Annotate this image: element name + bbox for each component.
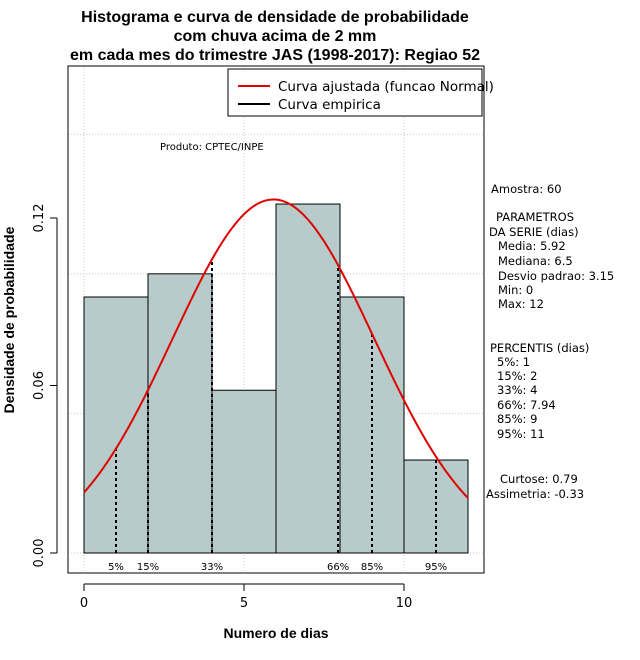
sample-size: Amostra: 60: [491, 182, 562, 196]
y-tick-label-1: 0.06: [32, 371, 47, 400]
legend: Curva ajustada (funcao Normal) Curva emp…: [227, 68, 494, 117]
histogram-bar-2: [147, 273, 213, 554]
param-min: Min: 0: [498, 283, 533, 297]
y-tick-label-0: 0.00: [32, 539, 47, 568]
percentil-85: 85%: 9: [497, 412, 537, 426]
percentil-5: 5%: 1: [497, 355, 530, 369]
percentile-lines: 5% 15% 33% 66% 85% 95%: [108, 259, 447, 573]
histogram-bar-6: [403, 459, 469, 554]
param-max: Max: 12: [498, 297, 544, 311]
chart-title-line-1: Histograma e curva de densidade de proba…: [81, 9, 469, 26]
percentile-label-66: 66%: [327, 562, 349, 573]
x-axis-title: Numero de dias: [223, 625, 328, 641]
curtose: Curtose: 0.79: [500, 472, 578, 486]
percentile-label-15: 15%: [137, 562, 159, 573]
percentil-95: 95%: 11: [497, 427, 545, 441]
params-title-2: DA SERIE (dias): [489, 225, 579, 239]
param-mediana: Mediana: 6.5: [498, 254, 573, 268]
percentile-label-33: 33%: [201, 562, 223, 573]
param-media: Media: 5.92: [498, 239, 566, 253]
y-axis-title: Densidade de probabilidade: [1, 226, 17, 413]
percentile-label-85: 85%: [361, 562, 383, 573]
percentile-label-95: 95%: [425, 562, 447, 573]
legend-box: [227, 68, 483, 117]
legend-label-normal: Curva ajustada (funcao Normal): [278, 79, 494, 95]
percentil-66: 66%: 7.94: [497, 398, 556, 412]
histogram-bar-4: [275, 203, 341, 554]
product-annotation: Produto: CPTEC/INPE: [160, 142, 264, 153]
chart-title-line-3: em cada mes do trimestre JAS (1998-2017)…: [70, 47, 480, 64]
x-tick-label-0: 0: [80, 596, 88, 611]
percentil-15: 15%: 2: [497, 369, 537, 383]
normal-curve-group: [83, 198, 469, 499]
normal-curve: [83, 198, 469, 499]
statistics-panel: Amostra: 60 PARAMETROS DA SERIE (dias) M…: [486, 182, 614, 501]
histogram-bar-3: [211, 389, 277, 554]
x-tick-label-5: 5: [240, 596, 248, 611]
percentile-label-5: 5%: [108, 562, 124, 573]
percentis-title: PERCENTIS (dias): [490, 341, 589, 355]
histogram-bars: [83, 203, 469, 554]
y-tick-label-2: 0.12: [32, 204, 47, 233]
axes: 0 5 10 0.00 0.06 0.12: [32, 204, 412, 611]
legend-label-empirical: Curva empirica: [278, 97, 381, 113]
plot-frame: [67, 65, 485, 574]
assimetria: Assimetria: -0.33: [486, 487, 584, 501]
percentil-33: 33%: 4: [497, 383, 537, 397]
param-desvio: Desvio padrao: 3.15: [498, 269, 614, 283]
x-tick-label-10: 10: [396, 596, 413, 611]
params-title-1: PARAMETROS: [496, 210, 574, 224]
chart-title-line-2: com chuva acima de 2 mm: [174, 28, 377, 45]
